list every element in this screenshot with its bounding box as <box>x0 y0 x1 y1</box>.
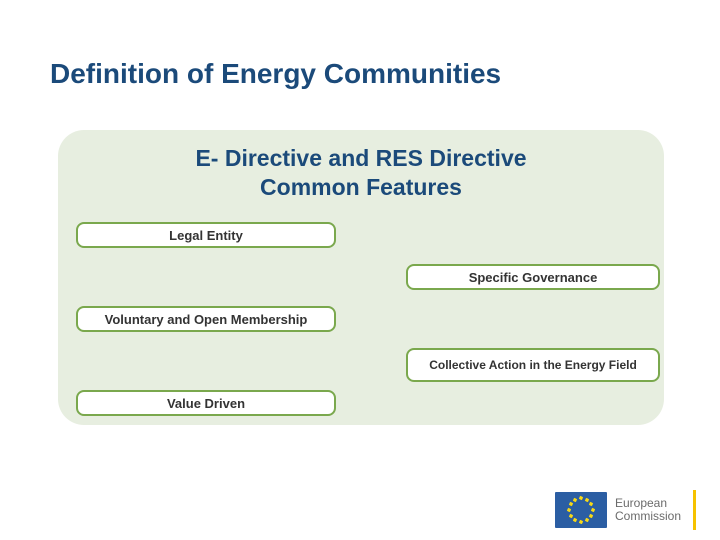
pill-legal-entity: Legal Entity <box>76 222 336 248</box>
slide: Definition of Energy Communities E- Dire… <box>0 0 720 540</box>
pill-collective-action: Collective Action in the Energy Field <box>406 348 660 382</box>
eu-star-icon <box>589 514 593 518</box>
eu-star-icon <box>579 496 583 500</box>
ec-wordmark: European Commission <box>615 497 681 522</box>
eu-star-icon <box>585 518 589 522</box>
pill-value-driven: Value Driven <box>76 390 336 416</box>
subtitle-line-1: E- Directive and RES Directive <box>195 145 526 171</box>
panel-subtitle: E- Directive and RES Directive Common Fe… <box>58 144 664 203</box>
eu-star-icon <box>573 498 577 502</box>
eu-flag-icon <box>555 492 607 528</box>
eu-star-icon <box>569 502 573 506</box>
pill-specific-governance: Specific Governance <box>406 264 660 290</box>
page-title: Definition of Energy Communities <box>50 58 501 90</box>
eu-star-icon <box>591 508 595 512</box>
eu-star-icon <box>567 508 571 512</box>
eu-star-icon <box>579 520 583 524</box>
eu-star-icon <box>585 498 589 502</box>
eu-star-icon <box>589 502 593 506</box>
eu-star-icon <box>573 518 577 522</box>
ec-line-2: Commission <box>615 510 681 523</box>
subtitle-line-2: Common Features <box>260 174 462 200</box>
pill-voluntary-open: Voluntary and Open Membership <box>76 306 336 332</box>
ec-logo: European Commission <box>555 490 696 530</box>
ec-accent-bar <box>693 490 696 530</box>
eu-star-icon <box>569 514 573 518</box>
